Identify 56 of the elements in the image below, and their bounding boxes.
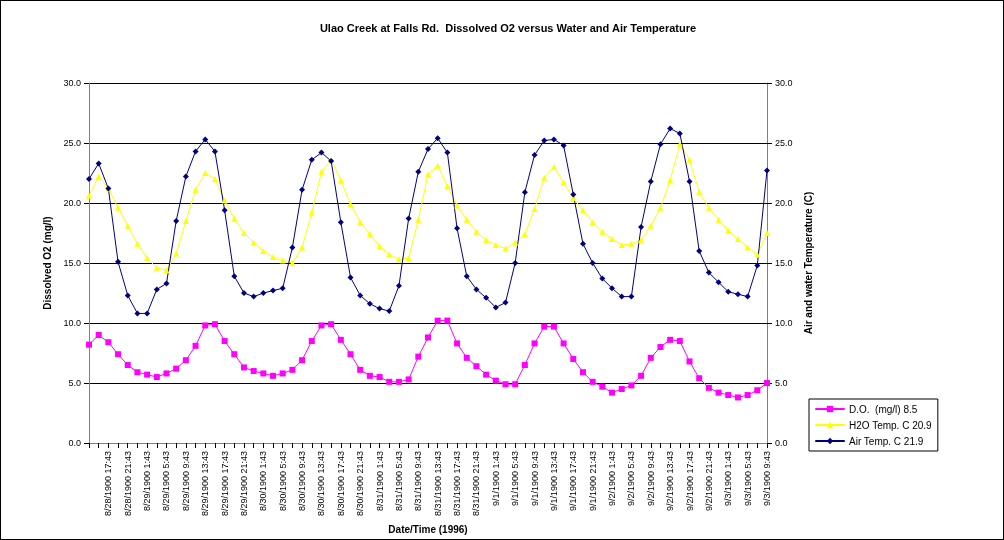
y-tick-label: 20.0 xyxy=(63,198,81,209)
y2-tick-label: 10.0 xyxy=(775,318,793,329)
x-tick-label: 8/30/1900 17:43 xyxy=(335,451,346,517)
x-tick-label: 8/29/1900 9:43 xyxy=(180,451,191,512)
y2-tick-label: 5.0 xyxy=(775,378,788,389)
x-tick-label: 9/3/1900 1:43 xyxy=(723,451,734,507)
x-tick-label: 8/30/1900 13:43 xyxy=(316,451,327,517)
x-tick-label: 8/29/1900 21:43 xyxy=(238,451,249,517)
y2-axis-title: Air and water Temperature (C) xyxy=(802,191,814,335)
x-tick-label: 8/31/1900 17:43 xyxy=(452,451,463,517)
x-tick-label: 9/2/1900 13:43 xyxy=(665,451,676,512)
x-tick-label: 8/29/1900 5:43 xyxy=(161,451,172,512)
legend-label: H2O Temp. C 20.9 xyxy=(849,419,933,431)
y-tick-label: 0.0 xyxy=(68,438,81,449)
y-tick-label: 15.0 xyxy=(63,258,81,269)
y2-tick-label: 20.0 xyxy=(775,198,793,209)
y-tick-label: 30.0 xyxy=(63,78,81,88)
x-tick-label: 9/2/1900 5:43 xyxy=(626,451,637,507)
x-tick-label: 8/29/1900 1:43 xyxy=(142,451,153,512)
x-tick-label: 8/28/1900 21:43 xyxy=(122,451,133,517)
x-tick-label: 9/2/1900 21:43 xyxy=(703,451,714,512)
x-tick-label: 8/31/1900 5:43 xyxy=(393,451,404,512)
y2-tick-label: 30.0 xyxy=(775,78,793,88)
x-tick-label: 9/2/1900 17:43 xyxy=(684,451,695,512)
x-tick-label: 8/28/1900 17:43 xyxy=(103,451,114,517)
y2-tick-label: 15.0 xyxy=(775,258,793,269)
x-tick-label: 8/30/1900 5:43 xyxy=(277,451,288,512)
legend-label: Air Temp. C 21.9 xyxy=(849,435,924,447)
x-tick-label: 8/29/1900 17:43 xyxy=(219,451,230,517)
x-tick-label: 8/30/1900 21:43 xyxy=(355,451,366,517)
x-tick-label: 9/1/1900 13:43 xyxy=(548,451,559,512)
x-tick-label: 9/3/1900 5:43 xyxy=(742,451,753,507)
x-axis-title: Date/Time (1996) xyxy=(388,523,468,535)
y-tick-label: 10.0 xyxy=(63,318,81,329)
x-tick-label: 9/1/1900 17:43 xyxy=(568,451,579,512)
x-tick-label: 8/31/1900 13:43 xyxy=(432,451,443,517)
x-tick-label: 9/1/1900 9:43 xyxy=(529,451,540,507)
x-tick-label: 9/1/1900 21:43 xyxy=(587,451,598,512)
x-tick-label: 8/30/1900 9:43 xyxy=(297,451,308,512)
y2-tick-label: 0.0 xyxy=(775,438,788,449)
y-tick-label: 5.0 xyxy=(68,378,81,389)
x-tick-label: 8/31/1900 9:43 xyxy=(413,451,424,512)
chart-title: Ulao Creek at Falls Rd. Dissolved O2 versus Water and Air Temperature xyxy=(319,21,697,34)
x-tick-label: 9/1/1900 1:43 xyxy=(490,451,501,507)
y2-tick-label: 25.0 xyxy=(775,138,793,149)
x-tick-label: 9/2/1900 9:43 xyxy=(645,451,656,507)
legend-label: D.O. (mg/l) 8.5 xyxy=(849,403,918,415)
x-tick-label: 9/1/1900 5:43 xyxy=(510,451,521,507)
x-tick-label: 9/3/1900 9:43 xyxy=(762,451,772,507)
x-tick-label: 8/31/1900 1:43 xyxy=(374,451,385,512)
x-tick-label: 8/29/1900 13:43 xyxy=(200,451,211,517)
y-axis-title: Dissolved O2 (mg/l) xyxy=(42,216,54,310)
y-tick-label: 25.0 xyxy=(63,138,81,149)
x-tick-label: 8/30/1900 1:43 xyxy=(258,451,269,512)
x-tick-label: 9/2/1900 1:43 xyxy=(607,451,618,507)
x-tick-label: 8/31/1900 21:43 xyxy=(471,451,482,517)
